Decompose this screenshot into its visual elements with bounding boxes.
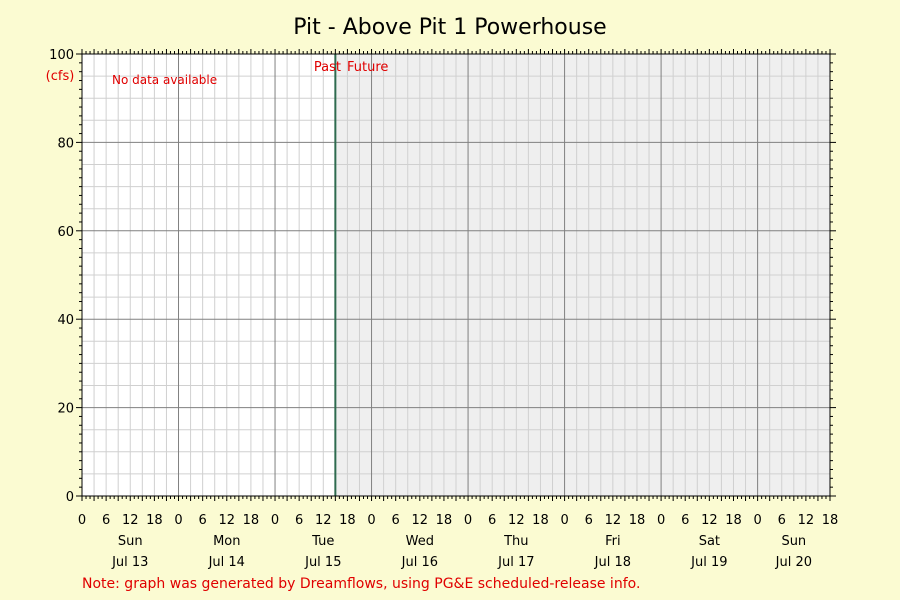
chart-title: Pit - Above Pit 1 Powerhouse: [293, 15, 606, 40]
x-tick-label: 0: [753, 513, 761, 528]
x-tick-label: 18: [243, 513, 260, 528]
y-tick-label: 20: [57, 402, 74, 417]
y-axis-unit-label: (cfs): [46, 69, 75, 84]
x-day-date-label: Jul 14: [208, 555, 245, 570]
future-label: Future: [347, 60, 388, 75]
y-tick-label: 60: [57, 225, 74, 240]
x-tick-label: 6: [102, 513, 110, 528]
x-tick-label: 12: [605, 513, 622, 528]
x-tick-label: 0: [657, 513, 665, 528]
x-day-weekday-label: Tue: [311, 534, 334, 549]
x-day-weekday-label: Sun: [118, 534, 143, 549]
x-tick-label: 18: [822, 513, 839, 528]
x-tick-label: 12: [122, 513, 139, 528]
x-tick-label: 18: [532, 513, 549, 528]
x-day-date-label: Jul 18: [594, 555, 631, 570]
x-day-weekday-label: Mon: [213, 534, 240, 549]
x-day-weekday-label: Sat: [699, 534, 720, 549]
x-tick-label: 12: [412, 513, 429, 528]
x-day-date-label: Jul 17: [497, 555, 534, 570]
x-tick-label: 6: [392, 513, 400, 528]
x-tick-label: 6: [778, 513, 786, 528]
x-tick-label: 18: [629, 513, 646, 528]
x-tick-label: 6: [488, 513, 496, 528]
y-tick-label: 0: [66, 490, 74, 505]
x-day-weekday-label: Thu: [503, 534, 528, 549]
no-data-label: No data available: [112, 73, 217, 87]
x-day-date-label: Jul 16: [401, 555, 438, 570]
x-day-date-label: Jul 13: [111, 555, 148, 570]
x-day-weekday-label: Wed: [406, 534, 434, 549]
x-tick-label: 0: [560, 513, 568, 528]
y-tick-label: 100: [49, 48, 74, 63]
x-day-date-label: Jul 15: [304, 555, 341, 570]
x-tick-label: 12: [219, 513, 236, 528]
x-tick-label: 18: [339, 513, 356, 528]
x-day-weekday-label: Sun: [781, 534, 806, 549]
x-tick-label: 12: [315, 513, 332, 528]
x-tick-label: 6: [585, 513, 593, 528]
x-day-date-label: Jul 20: [775, 555, 812, 570]
x-tick-label: 0: [174, 513, 182, 528]
x-tick-label: 0: [367, 513, 375, 528]
x-day-weekday-label: Fri: [605, 534, 621, 549]
x-tick-label: 6: [295, 513, 303, 528]
x-tick-label: 18: [725, 513, 742, 528]
footer-note: Note: graph was generated by Dreamflows,…: [82, 576, 640, 592]
x-tick-label: 12: [701, 513, 718, 528]
x-tick-label: 18: [436, 513, 453, 528]
x-tick-label: 18: [146, 513, 163, 528]
y-tick-label: 80: [57, 136, 74, 151]
x-tick-label: 0: [78, 513, 86, 528]
x-tick-label: 12: [798, 513, 815, 528]
past-label: Past: [314, 60, 341, 75]
x-tick-label: 6: [199, 513, 207, 528]
x-tick-label: 6: [681, 513, 689, 528]
y-tick-label: 40: [57, 313, 74, 328]
x-day-date-label: Jul 19: [690, 555, 727, 570]
x-tick-label: 0: [271, 513, 279, 528]
x-tick-label: 12: [508, 513, 525, 528]
x-tick-label: 0: [464, 513, 472, 528]
